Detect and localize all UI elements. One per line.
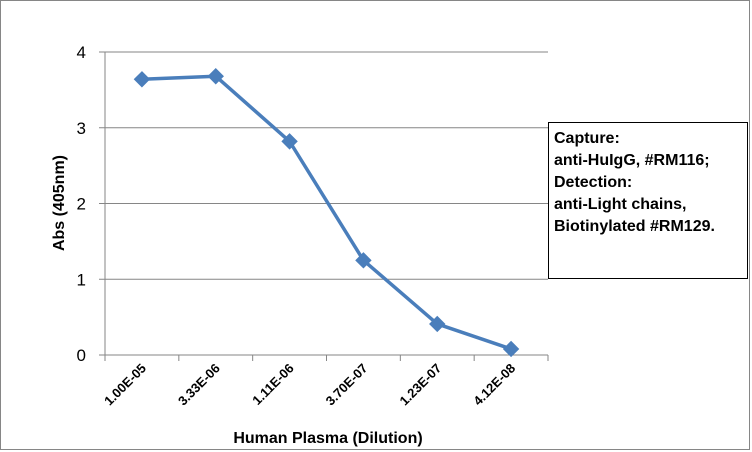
annotation-line-capture-antibody: anti-HuIgG, #RM116; <box>554 152 710 169</box>
y-tick-labels: 0 1 2 3 4 <box>77 43 86 365</box>
data-point-marker <box>429 315 446 333</box>
data-point-marker <box>207 68 224 85</box>
y-tick-label: 4 <box>77 43 86 62</box>
data-point-marker <box>502 340 520 358</box>
annotation-line-detection-heading: Detection: <box>554 174 633 191</box>
y-tick-label: 0 <box>77 346 86 365</box>
axes <box>99 51 549 361</box>
gridlines <box>105 51 548 280</box>
y-tick-label: 2 <box>77 195 86 214</box>
x-tick-labels: 1.00E-05 3.33E-06 1.11E-06 3.70E-07 1.23E-07… <box>101 361 518 409</box>
annotation-line-capture-heading: Capture: <box>554 130 620 147</box>
y-tick-label: 1 <box>77 270 86 289</box>
data-point-marker <box>355 252 372 269</box>
x-axis-title: Human Plasma (Dilution) <box>233 430 422 447</box>
annotation-box: Capture: anti-HuIgG, #RM116; Detection: … <box>548 122 748 279</box>
x-tick-label: 4.12E-08 <box>470 361 518 409</box>
y-tick-label: 3 <box>77 119 86 138</box>
data-series <box>133 68 520 358</box>
x-tick-label: 1.23E-07 <box>396 361 444 409</box>
x-tick-label: 1.11E-06 <box>249 361 296 408</box>
x-tick-label: 3.70E-07 <box>323 361 371 409</box>
series-line <box>140 74 513 351</box>
x-tick-label: 1.00E-05 <box>101 361 149 409</box>
y-axis-title: Abs (405nm) <box>51 155 68 251</box>
annotation-line-detection-antibody: anti-Light chains, <box>554 196 687 213</box>
annotation-line-detection-label: Biotinylated #RM129. <box>554 218 715 235</box>
x-tick-label: 3.33E-06 <box>175 361 223 409</box>
data-point-marker <box>133 71 151 88</box>
data-point-marker <box>281 133 298 150</box>
